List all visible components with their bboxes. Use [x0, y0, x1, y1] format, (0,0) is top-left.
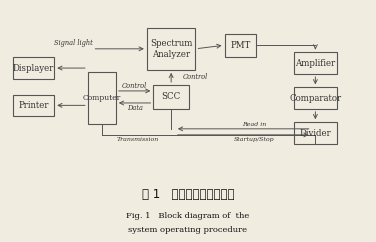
Text: Read in: Read in	[243, 122, 267, 127]
Text: PMT: PMT	[230, 41, 251, 50]
Text: Transmission: Transmission	[117, 137, 159, 142]
Text: Startup/Stop: Startup/Stop	[234, 137, 275, 142]
FancyBboxPatch shape	[153, 85, 189, 109]
Text: 图 1   系统工作过程方框图: 图 1 系统工作过程方框图	[142, 188, 234, 201]
Text: Control: Control	[182, 73, 208, 81]
Text: Data: Data	[127, 104, 143, 112]
Text: SCC: SCC	[162, 92, 181, 101]
FancyBboxPatch shape	[147, 28, 196, 70]
FancyBboxPatch shape	[224, 34, 256, 57]
FancyBboxPatch shape	[294, 87, 337, 109]
Text: system operating procedure: system operating procedure	[129, 227, 247, 234]
Text: Amplifier: Amplifier	[295, 59, 335, 68]
Text: Control: Control	[122, 82, 147, 90]
Text: Printer: Printer	[18, 101, 49, 110]
Text: Signal light: Signal light	[55, 39, 93, 47]
Text: Divider: Divider	[300, 129, 331, 137]
Text: Displayer: Displayer	[13, 64, 55, 73]
Text: Comparator: Comparator	[289, 94, 341, 103]
FancyBboxPatch shape	[13, 95, 54, 116]
Text: Computer: Computer	[83, 94, 121, 102]
FancyBboxPatch shape	[88, 72, 116, 124]
Text: Fig. 1   Block diagram of  the: Fig. 1 Block diagram of the	[126, 212, 250, 220]
FancyBboxPatch shape	[294, 122, 337, 144]
FancyBboxPatch shape	[294, 53, 337, 74]
FancyBboxPatch shape	[13, 57, 54, 79]
Text: Spectrum
Analyzer: Spectrum Analyzer	[150, 39, 193, 59]
